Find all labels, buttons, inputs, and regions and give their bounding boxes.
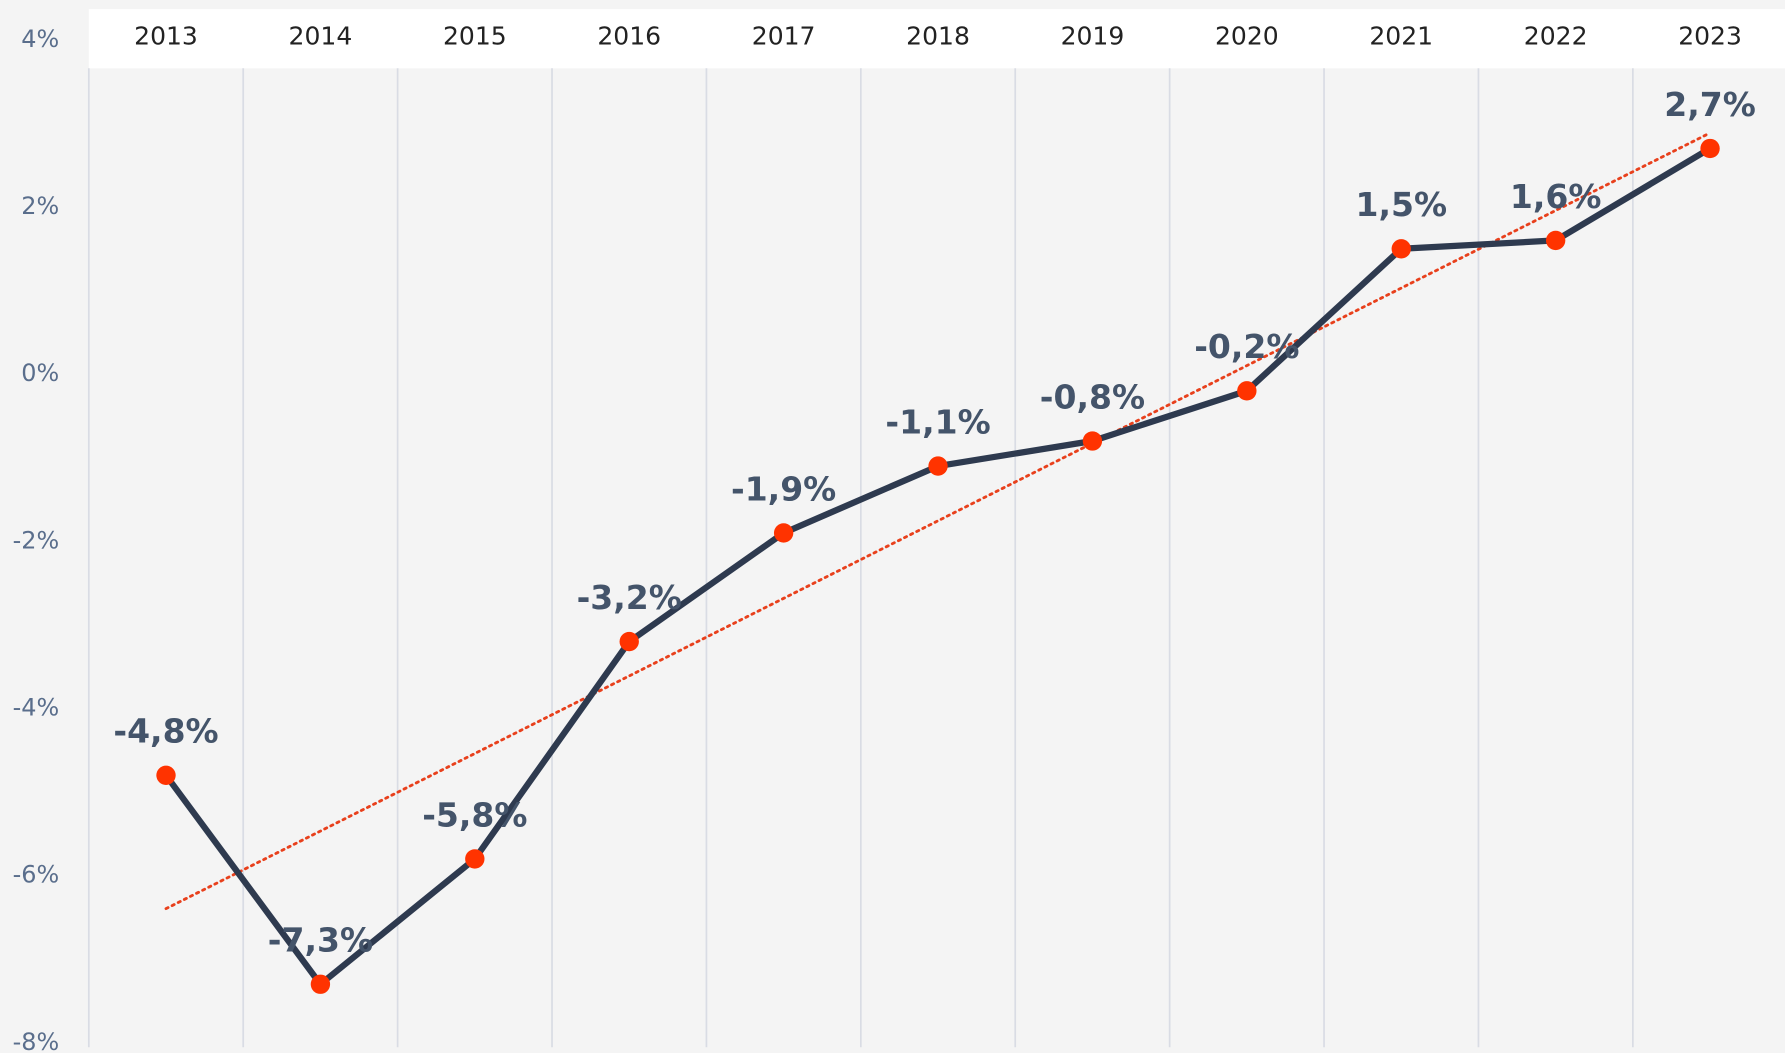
- x-tick-label: 2015: [443, 22, 507, 51]
- data-label: -0,8%: [1040, 377, 1145, 416]
- data-label: -4,8%: [113, 712, 218, 751]
- x-tick-label: 2017: [752, 22, 816, 51]
- x-tick-label: 2020: [1215, 22, 1279, 51]
- y-tick-label: -6%: [13, 861, 60, 889]
- y-tick-label: 2%: [21, 192, 59, 220]
- y-tick-label: -4%: [13, 693, 60, 721]
- data-label: -7,3%: [268, 921, 373, 960]
- y-tick-label: 0%: [21, 359, 59, 387]
- x-tick-label: 2013: [134, 22, 198, 51]
- y-tick-label: -8%: [13, 1028, 60, 1053]
- x-tick-label: 2014: [289, 22, 353, 51]
- data-label: -1,1%: [885, 402, 990, 441]
- marker: [465, 849, 485, 869]
- data-label: 1,5%: [1355, 185, 1447, 224]
- trendline: [164, 131, 1712, 911]
- marker: [1545, 230, 1566, 251]
- x-tick-label: 2016: [597, 22, 661, 51]
- data-label: 1,6%: [1510, 177, 1602, 216]
- x-tick-label: 2019: [1061, 22, 1125, 51]
- marker: [1237, 381, 1257, 401]
- data-label: -1,9%: [731, 469, 836, 508]
- marker: [1082, 431, 1103, 451]
- data-label: -5,8%: [422, 795, 527, 834]
- y-tick-label: 4%: [21, 25, 59, 53]
- data-label: -0,2%: [1194, 327, 1299, 366]
- category-header: [88, 9, 1785, 69]
- marker: [156, 765, 176, 785]
- marker: [1700, 138, 1720, 159]
- x-tick-label: 2022: [1524, 22, 1588, 51]
- x-tick-label: 2018: [906, 22, 970, 51]
- data-label: 2,7%: [1664, 85, 1756, 124]
- data-label: -3,2%: [577, 578, 682, 617]
- x-tick-label: 2023: [1678, 22, 1742, 51]
- marker: [310, 974, 331, 994]
- marker: [773, 523, 794, 543]
- x-tick-label: 2021: [1369, 22, 1433, 51]
- marker: [619, 631, 639, 652]
- marker: [1391, 239, 1411, 259]
- marker: [928, 456, 948, 476]
- y-tick-label: -2%: [13, 526, 60, 554]
